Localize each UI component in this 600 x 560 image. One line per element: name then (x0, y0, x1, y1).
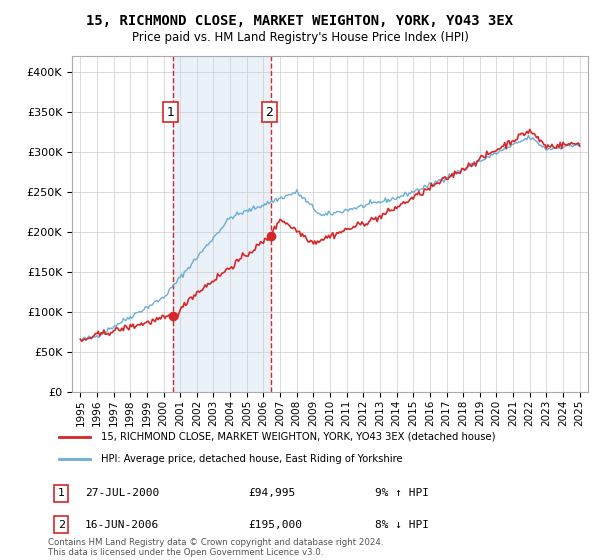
Text: Price paid vs. HM Land Registry's House Price Index (HPI): Price paid vs. HM Land Registry's House … (131, 31, 469, 44)
Text: 1: 1 (58, 488, 65, 498)
Text: 1: 1 (167, 105, 175, 119)
Text: 8% ↓ HPI: 8% ↓ HPI (376, 520, 430, 530)
Text: 2: 2 (58, 520, 65, 530)
Text: £94,995: £94,995 (248, 488, 296, 498)
Text: 27-JUL-2000: 27-JUL-2000 (85, 488, 159, 498)
Text: 15, RICHMOND CLOSE, MARKET WEIGHTON, YORK, YO43 3EX (detached house): 15, RICHMOND CLOSE, MARKET WEIGHTON, YOR… (101, 432, 496, 442)
Text: Contains HM Land Registry data © Crown copyright and database right 2024.
This d: Contains HM Land Registry data © Crown c… (48, 538, 383, 557)
Text: 16-JUN-2006: 16-JUN-2006 (85, 520, 159, 530)
Text: 9% ↑ HPI: 9% ↑ HPI (376, 488, 430, 498)
Text: HPI: Average price, detached house, East Riding of Yorkshire: HPI: Average price, detached house, East… (101, 454, 403, 464)
Text: £195,000: £195,000 (248, 520, 302, 530)
Text: 15, RICHMOND CLOSE, MARKET WEIGHTON, YORK, YO43 3EX: 15, RICHMOND CLOSE, MARKET WEIGHTON, YOR… (86, 14, 514, 28)
Text: 2: 2 (265, 105, 274, 119)
